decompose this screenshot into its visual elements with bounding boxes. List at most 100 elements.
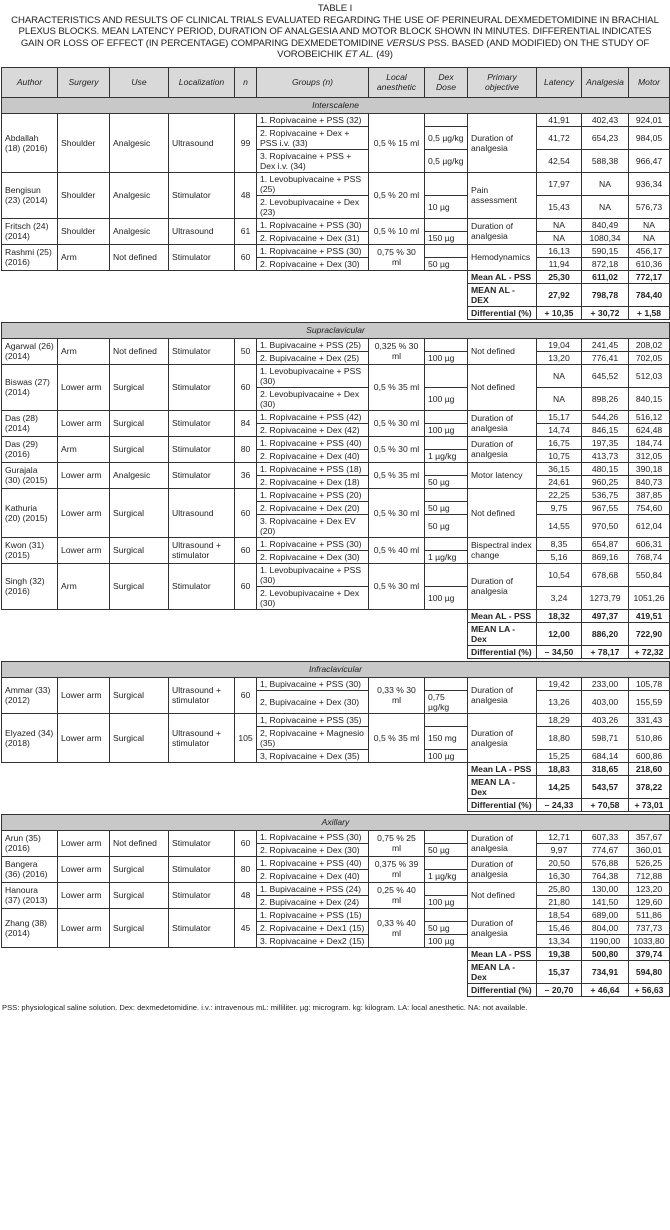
latency-cell: 19,42 [536,676,582,691]
localization-cell: Stimulator [168,461,235,489]
column-header: Analgesia [581,66,629,98]
latency-cell: 15,37 [536,959,582,984]
analgesia-cell: 611,02 [581,269,629,284]
motor-cell: 840,15 [628,386,670,411]
author-cell: Agarwal (26) (2014) [1,337,58,365]
analgesia-cell: 645,52 [581,363,629,388]
local-anesthetic-cell: 0,5 % 20 ml [368,171,425,219]
analgesia-cell: 872,18 [581,256,629,271]
dex-dose-cell: 100 µg [424,933,468,948]
n-cell: 60 [234,243,257,271]
analgesia-cell: 684,14 [581,748,629,763]
n-cell: 60 [234,536,257,564]
use-cell: Analgesic [109,461,169,489]
blank-cell [2,762,468,775]
author-cell: Zhang (38) (2014) [1,907,58,948]
column-header: Surgery [57,66,110,98]
group-cell: 3. Ropivacaine + Dex2 (15) [256,933,369,948]
blank-cell [2,960,468,983]
analgesia-cell: 970,50 [581,513,629,538]
latency-cell: – 24,33 [536,797,582,812]
section-row: Axillary [1,813,670,831]
summary-label: MEAN AL - DEX [467,282,537,307]
column-header: Groups (n) [256,66,369,98]
table-row: 2. Ropivacaine + Dex (20) 50 µg 9,75 967,55… [2,500,670,515]
objective-cell: Duration of analgesia [467,676,537,714]
objective-cell: Not defined [467,487,537,538]
table-row: 3. Ropivacaine + Dex EV (20) 50 µg 14,55 97… [2,513,670,538]
group-cell: 1, Bupivacaine + PSS (30) [256,676,369,691]
table-row: Das (28) (2014) Lower arm Surgical Stimulat… [1,409,670,437]
latency-cell: 20,50 [536,855,582,870]
table-row: 2. Levobupivacaine + Dex (30) 100 µg 3,24 1… [2,585,670,610]
objective-cell: Hemodynamics [467,243,537,271]
dex-dose-cell [424,829,468,844]
summary-label: Differential (%) [467,797,537,812]
motor-cell: 702,05 [628,350,670,365]
column-header: n [234,66,257,98]
objective-cell: Duration of analgesia [467,562,537,610]
group-cell: 2. Ropivacaine + Dex (30) [256,549,369,564]
table-row: Kwon (31) (2015) Lower arm Surgical Ultraso… [1,536,670,564]
latency-cell: 14,55 [536,513,582,538]
group-cell: 2. Ropivacaine + Dex1 (15) [256,920,369,935]
surgery-cell: Lower arm [57,907,110,948]
column-header: Latency [536,66,582,98]
motor-cell: 610,36 [628,256,670,271]
motor-cell: 924,01 [628,112,670,127]
group-cell: 2. Ropivacaine + Dex (18) [256,474,369,489]
table-caption: TABLE I CHARACTERISTICS AND RESULTS OF C… [0,0,670,61]
local-anesthetic-cell: 0,75 % 30 ml [368,243,425,271]
author-cell: Abdallah (18) (2016) [1,112,58,173]
group-cell: 1. Ropivacaine + PSS (40) [256,855,369,870]
motor-cell: 612,04 [628,513,670,538]
latency-cell: 18,83 [536,761,582,776]
local-anesthetic-cell: 0,5 % 30 ml [368,487,425,538]
latency-cell: 8,35 [536,536,582,551]
latency-cell: 15,43 [536,194,582,219]
analgesia-cell: 402,43 [581,112,629,127]
latency-cell: + 10,35 [536,305,582,320]
table-row: Kathuria (20) (2015) Lower arm Surgical Ult… [1,487,670,538]
dex-dose-cell: 0,5 µg/kg [424,125,468,150]
group-cell: 2. Bupivacaine + Dex (25) [256,350,369,365]
column-header: Localization [168,66,235,98]
latency-cell: 3,24 [536,585,582,610]
table-row: Gurajala (30) (2015) Lower arm Analgesic St… [1,461,670,489]
analgesia-cell: 734,91 [581,959,629,984]
group-cell: 2. Ropivacaine + Dex (20) [256,500,369,515]
latency-cell: 41,91 [536,112,582,127]
localization-cell: Ultrasound [168,112,235,173]
use-cell: Not defined [109,337,169,365]
group-cell: 1. Ropivacaine + PSS (30) [256,829,369,844]
localization-cell: Stimulator [168,363,235,411]
blank-cell [2,775,468,798]
summary-label: Differential (%) [467,644,537,659]
motor-cell: 512,03 [628,363,670,388]
motor-cell: NA [628,217,670,232]
dex-dose-cell: 50 µg [424,500,468,515]
column-header: Primary objective [467,66,537,98]
local-anesthetic-cell: 0,33 % 40 ml [368,907,425,948]
analgesia-cell: 960,25 [581,474,629,489]
use-cell: Surgical [109,562,169,610]
latency-cell: – 34,50 [536,644,582,659]
localization-cell: Stimulator [168,829,235,857]
table-row: Zhang (38) (2014) Lower arm Surgical Stimul… [1,907,670,948]
author-cell: Rashmi (25) (2016) [1,243,58,271]
local-anesthetic-cell: 0,5 % 30 ml [368,562,425,610]
group-cell: 2, Bupivacaine + Dex (30) [256,689,369,714]
localization-cell: Stimulator [168,243,235,271]
table-row: Rashmi (25) (2016) Arm Not defined Stimulat… [1,243,670,271]
latency-cell: 27,92 [536,282,582,307]
latency-cell: 15,25 [536,748,582,763]
analgesia-cell: + 78,17 [581,644,629,659]
summary-label: Mean LA - PSS [467,946,537,961]
use-cell: Analgesic [109,112,169,173]
surgery-cell: Lower arm [57,363,110,411]
summary-label: Differential (%) [467,982,537,997]
summary-label: Mean AL - PSS [467,269,537,284]
blank-cell [2,622,468,645]
group-cell: 1. Ropivacaine + PSS (30) [256,217,369,232]
local-anesthetic-cell: 0,5 % 35 ml [368,461,425,489]
